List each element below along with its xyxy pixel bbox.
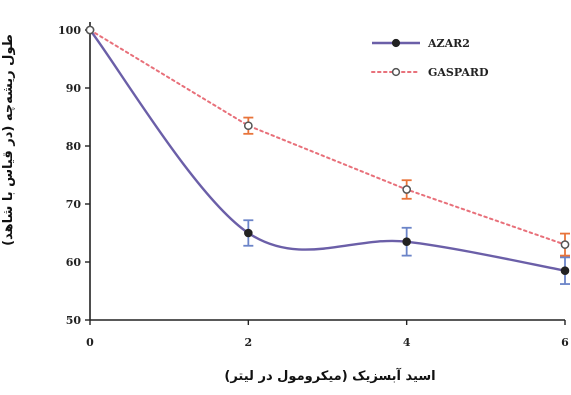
- y-tick-label: 80: [66, 140, 82, 153]
- y-axis-title: طول ریشه‌چه (در قیاس با شاهد): [1, 34, 16, 246]
- x-tick-label: 2: [245, 336, 253, 349]
- series-line: [89, 29, 566, 272]
- legend-item: GASPARD: [371, 66, 489, 79]
- data-point: [243, 121, 253, 131]
- data-point: [560, 240, 570, 249]
- data-point: [402, 185, 412, 194]
- series-azar2: [85, 25, 570, 285]
- y-tick-label: 100: [58, 24, 81, 37]
- x-tick-label: 4: [403, 336, 411, 349]
- y-tick-label: 90: [66, 82, 82, 95]
- legend: AZAR2 GASPARD: [371, 37, 489, 79]
- data-point: [560, 266, 570, 276]
- legend-swatch-marker: [391, 38, 401, 48]
- x-axis-title: اسید آبسزیک (میکرومول در لیتر): [224, 367, 435, 384]
- legend-label: GASPARD: [428, 66, 489, 79]
- data-point: [244, 228, 253, 238]
- x-tick-label: 0: [86, 336, 94, 349]
- legend-label: AZAR2: [427, 37, 470, 50]
- y-tick-label: 70: [66, 198, 82, 211]
- series-layer: [85, 25, 570, 285]
- axes: 50 60 70 80 90 100 0 2 4 6: [58, 22, 569, 349]
- y-tick-label: 50: [66, 314, 82, 327]
- series-line: [89, 29, 566, 246]
- legend-swatch-marker: [391, 67, 401, 77]
- data-point: [85, 25, 95, 35]
- x-tick-label: 6: [561, 336, 569, 349]
- series-gaspard: [85, 25, 570, 257]
- y-tick-label: 60: [66, 256, 82, 269]
- data-point: [402, 237, 411, 246]
- legend-item: AZAR2: [372, 37, 470, 50]
